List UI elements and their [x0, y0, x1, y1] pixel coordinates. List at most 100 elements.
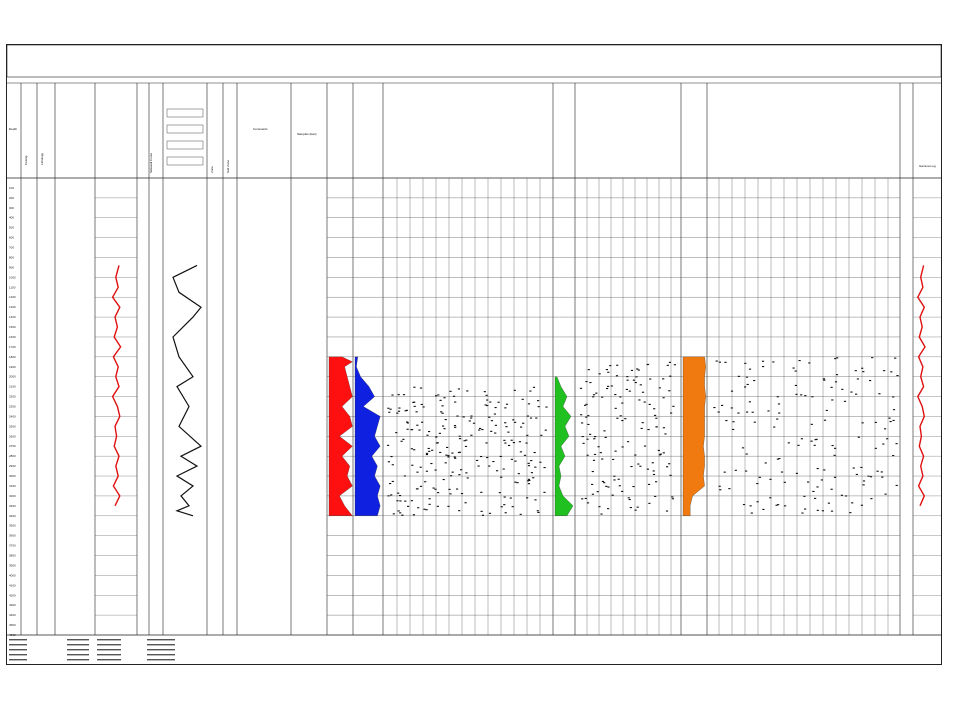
- occurrence-mark: [480, 491, 483, 493]
- occurrence-mark: [816, 509, 819, 511]
- occurrence-mark: [466, 477, 469, 479]
- occurrence-mark: [764, 462, 767, 464]
- occurrence-mark: [612, 458, 615, 460]
- legend-line: [147, 659, 175, 661]
- occurrence-mark: [444, 419, 447, 421]
- occurrence-mark: [630, 466, 633, 468]
- occurrence-mark: [416, 488, 419, 490]
- header-box: [166, 140, 204, 150]
- depth-axis: 100 200 300 400 500 600 700 800 900 1000 1100 1200 1…: [9, 186, 16, 637]
- occurrence-mark: [411, 464, 414, 466]
- occurrence-mark: [391, 394, 394, 396]
- occurrence-mark: [534, 466, 537, 468]
- occurrence-mark: [855, 393, 858, 395]
- occurrence-mark: [537, 511, 540, 513]
- occurrence-mark: [822, 378, 825, 380]
- occurrence-mark: [582, 442, 585, 444]
- occurrence-mark: [776, 418, 779, 420]
- occurrence-mark: [598, 373, 601, 375]
- occurrence-mark: [643, 445, 647, 447]
- occurrence-mark: [444, 462, 447, 464]
- occurrence-mark: [745, 470, 748, 472]
- occurrence-mark: [598, 506, 601, 508]
- occurrence-mark: [756, 501, 759, 503]
- occurrence-mark: [646, 364, 649, 366]
- occurrence-mark: [402, 394, 406, 396]
- occurrence-mark: [762, 366, 765, 368]
- occurrence-mark: [530, 472, 533, 474]
- occurrence-mark: [713, 407, 716, 409]
- occurrence-mark: [669, 474, 672, 476]
- occurrence-mark: [638, 399, 641, 401]
- occurrence-mark: [483, 391, 486, 393]
- occurrence-mark: [446, 446, 449, 448]
- occurrence-mark: [504, 422, 507, 424]
- depth-tick-label: 1100: [9, 285, 16, 289]
- occurrence-mark: [662, 378, 665, 380]
- occurrence-mark: [594, 436, 597, 438]
- occurrence-mark: [820, 479, 823, 481]
- occurrence-mark: [621, 446, 624, 448]
- occurrence-mark: [627, 441, 630, 443]
- occurrence-mark: [434, 488, 437, 490]
- occurrence-mark: [884, 493, 887, 495]
- comments-header: Comments: [253, 127, 268, 131]
- occurrence-mark: [460, 493, 464, 495]
- occurrence-mark: [652, 473, 656, 475]
- occurrence-mark: [435, 436, 438, 438]
- occurrence-mark: [470, 434, 473, 436]
- occurrence-mark: [389, 483, 392, 485]
- occurrence-mark: [619, 396, 622, 398]
- depth-tick-label: 3600: [9, 534, 16, 538]
- occurrence-mark: [419, 485, 423, 487]
- occurrence-mark: [812, 490, 815, 492]
- occurrence-mark: [527, 462, 530, 464]
- occurrence-mark: [420, 403, 423, 405]
- occurrence-mark: [410, 448, 413, 450]
- occurrence-mark: [485, 442, 488, 444]
- occurrence-mark: [507, 431, 510, 433]
- occurrence-mark: [422, 406, 425, 408]
- gamma-log-header: Gamma Log: [919, 164, 936, 168]
- occurrence-mark: [816, 486, 819, 488]
- depth-tick-label: 400: [9, 216, 14, 220]
- occurrence-mark: [580, 414, 583, 416]
- depth-tick-label: 3200: [9, 494, 16, 498]
- red-abundance-fill: [328, 356, 353, 516]
- occurrence-mark: [441, 405, 444, 407]
- occurrence-mark: [646, 468, 649, 470]
- occurrence-mark: [513, 389, 516, 391]
- occurrence-mark: [807, 481, 810, 483]
- occurrence-mark: [428, 498, 431, 500]
- occurrence-mark: [769, 497, 772, 499]
- occurrence-mark: [784, 505, 787, 507]
- depth-tick-label: 4200: [9, 593, 16, 597]
- occurrence-mark: [428, 431, 431, 433]
- depth-tick-label: 3500: [9, 524, 16, 528]
- occurrence-mark: [454, 401, 457, 403]
- occurrence-mark: [841, 388, 844, 390]
- occurrence-mark: [636, 368, 639, 370]
- occurrence-mark: [585, 416, 588, 418]
- occurrence-mark: [831, 445, 834, 447]
- depth-tick-label: 1600: [9, 335, 16, 339]
- depth-tick-label: 200: [9, 196, 14, 200]
- occurrence-mark: [498, 492, 501, 494]
- occurrence-mark: [397, 394, 400, 396]
- occurrence-mark: [401, 514, 404, 516]
- occurrence-mark: [477, 465, 480, 467]
- depth-tick-label: 1700: [9, 345, 16, 349]
- occurrence-mark: [539, 461, 542, 463]
- occurrence-mark: [439, 399, 442, 401]
- occurrence-mark: [721, 404, 724, 406]
- occurrence-mark: [543, 467, 546, 469]
- occurrence-mark: [753, 421, 756, 423]
- occurrence-mark: [621, 490, 624, 492]
- depth-tick-label: 4500: [9, 623, 16, 627]
- occurrence-mark: [462, 416, 465, 418]
- occurrence-mark: [769, 478, 772, 480]
- occurrence-mark: [860, 466, 863, 468]
- occurrence-mark: [797, 444, 800, 446]
- occurrence-mark: [745, 453, 748, 455]
- occurrence-mark: [611, 494, 614, 496]
